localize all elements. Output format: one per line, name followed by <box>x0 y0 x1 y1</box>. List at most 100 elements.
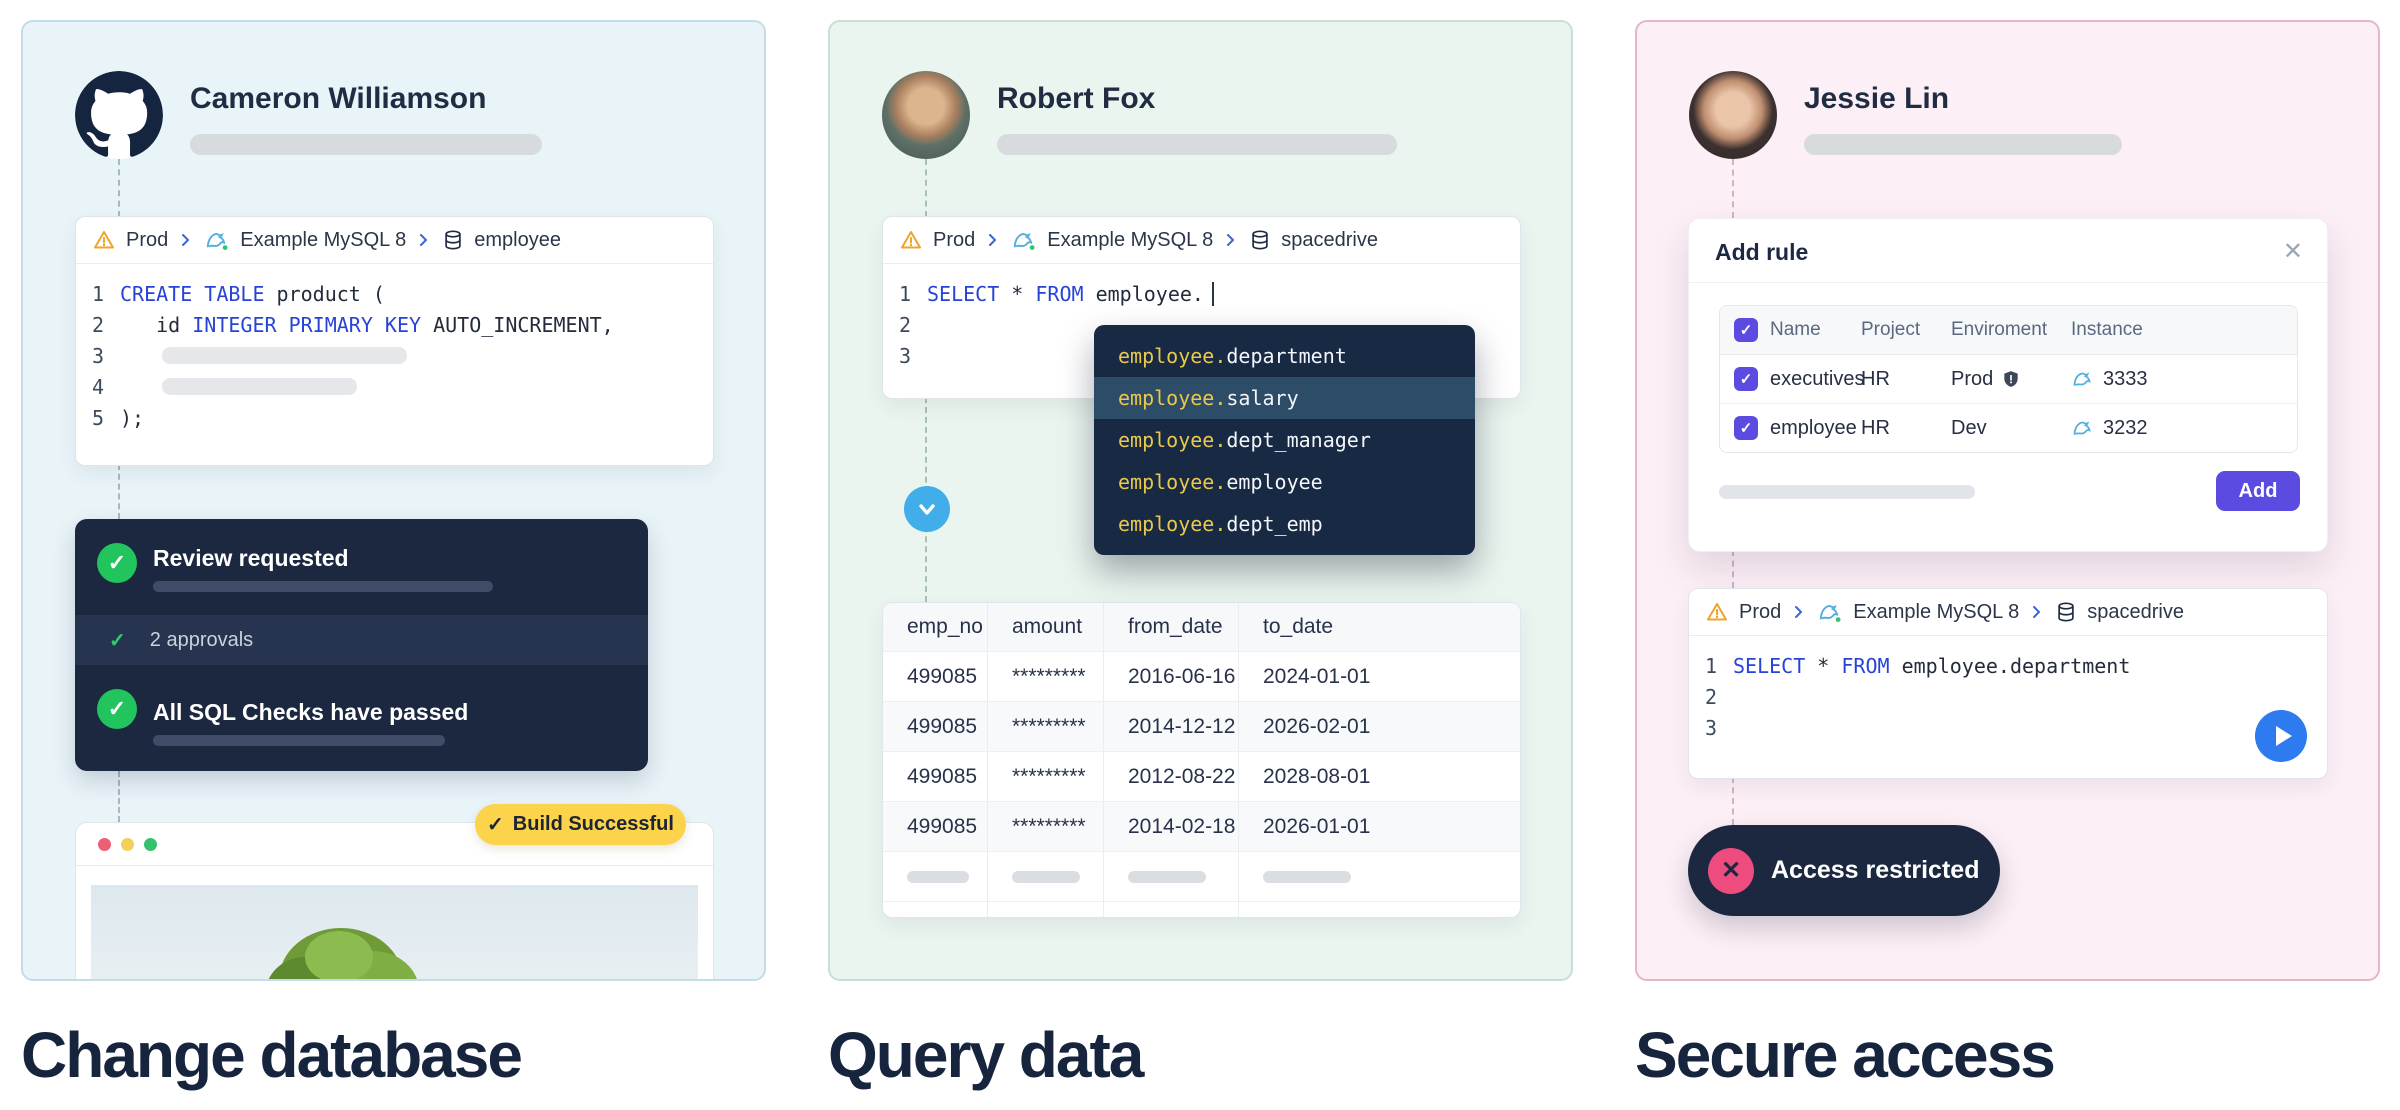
user-name: Cameron Williamson <box>190 82 487 115</box>
connector-line <box>118 771 120 822</box>
autocomplete-item-selected[interactable]: employee.salary <box>1094 377 1475 419</box>
warning-icon <box>899 228 923 252</box>
sql-keyword: FROM <box>1035 281 1084 306</box>
sql-text: * <box>1805 653 1842 678</box>
warning-icon <box>1705 600 1729 624</box>
github-icon <box>75 71 163 159</box>
review-title: Review requested <box>153 545 349 571</box>
table-row[interactable]: 499085 ********* 2016-06-16 2024-01-01 <box>883 651 1520 701</box>
sql-keyword: SELECT <box>927 281 1000 306</box>
breadcrumb-env[interactable]: Prod <box>126 228 169 251</box>
cell-from-date: 2012-08-22 <box>1104 752 1239 801</box>
browser-window <box>75 822 714 979</box>
table-header-row: emp_no amount from_date to_date <box>883 603 1520 651</box>
traffic-light-red <box>98 837 111 851</box>
line-number: 2 <box>898 312 911 337</box>
sql-keyword: CREATE TABLE <box>120 281 265 306</box>
panel-change-database: Cameron Williamson Prod Example MySQL 8 … <box>21 20 766 981</box>
rules-table: ✓ Name Project Enviroment Instance ✓ execu… <box>1719 305 2298 453</box>
chevron-right-icon <box>1795 606 1803 618</box>
cell-amount-masked: ********* <box>988 802 1104 851</box>
user-avatar <box>882 71 970 159</box>
column-header[interactable]: from_date <box>1104 603 1239 651</box>
breadcrumb-db[interactable]: employee <box>474 228 561 251</box>
rules-header-row: ✓ Name Project Enviroment Instance <box>1720 306 2297 355</box>
cell-from-date: 2014-02-18 <box>1104 802 1239 851</box>
dialog-title: Add rule <box>1715 239 1809 265</box>
review-placeholder <box>153 581 493 592</box>
code-placeholder <box>162 347 407 364</box>
autocomplete-item[interactable]: employee.dept_emp <box>1118 512 1323 536</box>
footer-placeholder <box>1719 485 1975 499</box>
breadcrumb-server[interactable]: Example MySQL 8 <box>1853 600 2020 623</box>
rule-instance: 3232 <box>2103 416 2148 439</box>
code-editor[interactable]: 1 SELECT * FROM employee. 2 3 <box>883 264 1520 383</box>
breadcrumb-server[interactable]: Example MySQL 8 <box>1047 228 1214 251</box>
add-button[interactable]: Add <box>2216 471 2300 511</box>
database-icon <box>1249 229 1271 251</box>
rule-name: employee <box>1770 416 1857 439</box>
row-checkbox[interactable]: ✓ <box>1734 416 1758 440</box>
chevron-right-icon <box>989 234 997 246</box>
chevron-right-icon <box>182 234 190 246</box>
select-all-checkbox[interactable]: ✓ <box>1734 318 1758 342</box>
breadcrumb: Prod Example MySQL 8 spacedrive <box>883 217 1520 264</box>
rule-row[interactable]: ✓ executives HR Prod 3333 <box>1720 355 2297 404</box>
column-header[interactable]: emp_no <box>883 603 988 651</box>
code-editor[interactable]: 1 CREATE TABLE product ( 2 id INTEGER PRI… <box>76 264 713 445</box>
breadcrumb-server[interactable]: Example MySQL 8 <box>240 228 407 251</box>
breadcrumb-db[interactable]: spacedrive <box>1281 228 1378 251</box>
line-number: 2 <box>91 312 104 337</box>
rule-row[interactable]: ✓ employee HR Dev 3232 <box>1720 404 2297 452</box>
mysql-icon <box>204 227 230 253</box>
sql-text: employee. <box>1083 281 1204 306</box>
chevron-right-icon <box>2033 606 2041 618</box>
row-checkbox[interactable]: ✓ <box>1734 367 1758 391</box>
add-rule-dialog: Add rule ✕ ✓ Name Project Enviroment Inst… <box>1688 218 2328 552</box>
breadcrumb-env[interactable]: Prod <box>933 228 976 251</box>
sql-keyword: INTEGER PRIMARY KEY <box>192 312 422 337</box>
line-number: 2 <box>1704 684 1717 709</box>
user-avatar <box>1689 71 1777 159</box>
code-placeholder <box>162 378 357 395</box>
traffic-light-yellow <box>121 837 134 851</box>
sql-editor-card: Prod Example MySQL 8 employee 1 CREATE TA… <box>75 216 714 466</box>
autocomplete-item[interactable]: employee.employee <box>1118 470 1323 494</box>
mysql-icon <box>1011 227 1037 253</box>
checks-placeholder <box>153 735 445 746</box>
subtitle-placeholder <box>190 134 542 155</box>
sql-text: id <box>120 312 193 337</box>
cell-emp-no: 499085 <box>883 702 988 751</box>
breadcrumb: Prod Example MySQL 8 employee <box>76 217 713 264</box>
code-editor[interactable]: 1 SELECT * FROM employee.department 2 3 <box>1689 636 2327 755</box>
check-circle-icon: ✓ <box>97 543 137 583</box>
cell-emp-no: 499085 <box>883 652 988 701</box>
sql-text: ); <box>120 405 145 430</box>
table-row[interactable]: 499085 ********* 2012-08-22 2028-08-01 <box>883 751 1520 801</box>
line-number: 1 <box>1704 653 1717 678</box>
scroll-down-button[interactable] <box>904 486 950 532</box>
cell-to-date: 2024-01-01 <box>1263 664 1371 688</box>
rule-project: HR <box>1861 367 1890 390</box>
autocomplete-item[interactable]: employee.dept_manager <box>1118 428 1371 452</box>
connector-line <box>1732 550 1734 588</box>
check-circle-icon: ✓ <box>97 689 137 729</box>
subtitle-placeholder <box>997 134 1397 155</box>
table-row[interactable]: 499085 ********* 2014-12-12 2026-02-01 <box>883 701 1520 751</box>
user-name: Jessie Lin <box>1804 82 1950 115</box>
sql-text: AUTO_INCREMENT, <box>421 312 614 337</box>
line-number: 3 <box>1704 715 1717 740</box>
breadcrumb-env[interactable]: Prod <box>1739 600 1782 623</box>
column-header: Project <box>1861 319 1921 340</box>
cell-to-date: 2026-02-01 <box>1263 714 1371 738</box>
checks-title: All SQL Checks have passed <box>153 699 469 725</box>
autocomplete-item[interactable]: employee.department <box>1118 344 1347 368</box>
breadcrumb-db[interactable]: spacedrive <box>2087 600 2184 623</box>
connector-line <box>1732 159 1734 218</box>
column-header[interactable]: amount <box>988 603 1104 651</box>
table-row[interactable]: 499085 ********* 2014-02-18 2026-01-01 <box>883 801 1520 851</box>
cross-circle-icon: ✕ <box>1708 847 1754 894</box>
run-query-button[interactable] <box>2255 710 2307 762</box>
column-header[interactable]: to_date <box>1263 615 1334 638</box>
close-icon[interactable]: ✕ <box>2282 238 2303 265</box>
